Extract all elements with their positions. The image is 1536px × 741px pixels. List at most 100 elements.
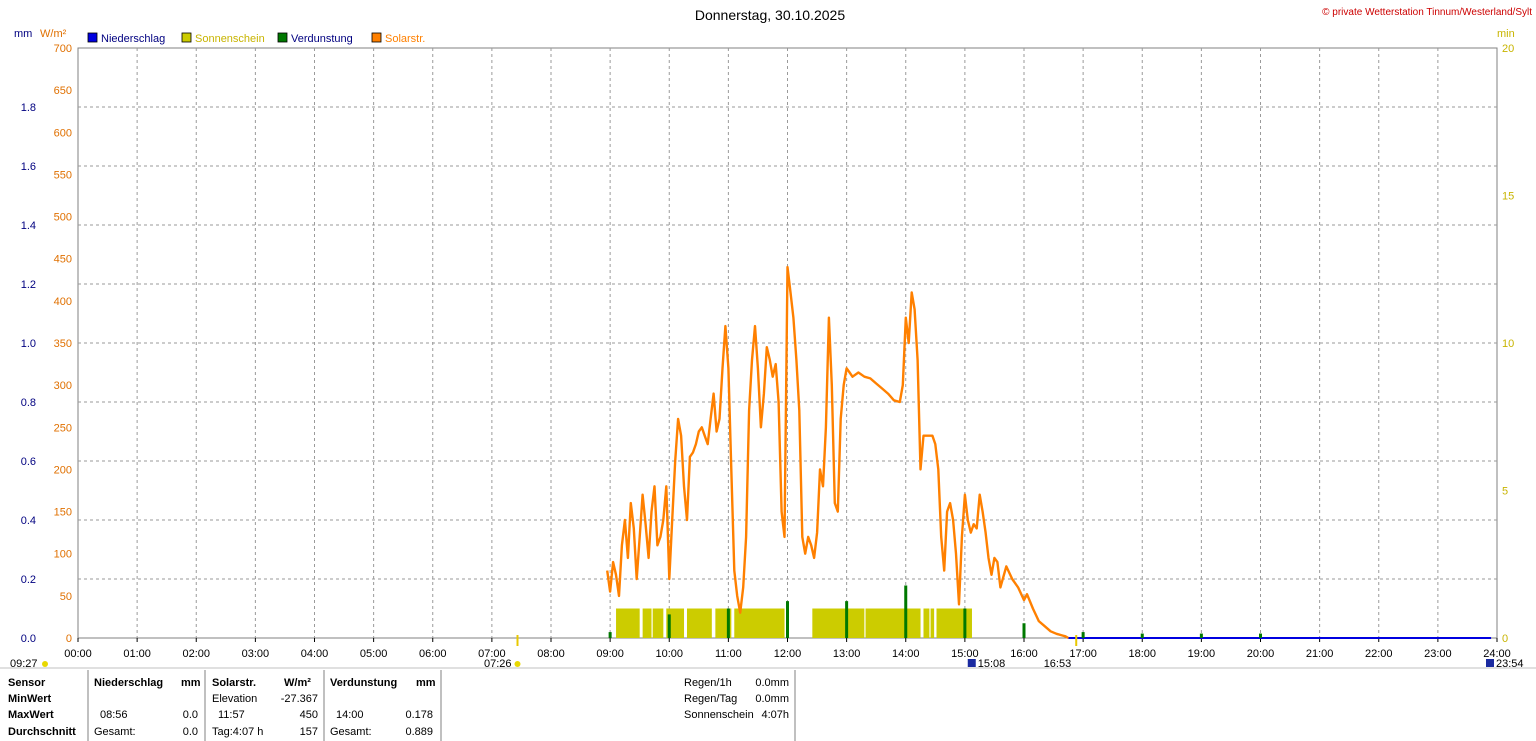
- evaporation-spike: [786, 601, 789, 638]
- sunshine-bar: [734, 608, 785, 638]
- footer-cell: 157: [300, 726, 318, 738]
- legend-swatch: [371, 32, 382, 43]
- x-tick-label: 16:00: [1010, 648, 1038, 660]
- y-tick-label-wm2: 300: [54, 380, 72, 392]
- max-marker-icon: [967, 659, 976, 667]
- y-tick-label-wm2: 150: [54, 507, 72, 519]
- max-time-label: 15:08: [978, 658, 1006, 670]
- x-tick-label: 12:00: [774, 648, 802, 660]
- footer-solar-header: Solarstr.: [212, 677, 256, 689]
- footer-cell: 0.0: [183, 709, 198, 721]
- marker-right-label: 23:54: [1496, 658, 1524, 670]
- sunshine-bar: [812, 608, 865, 638]
- y-tick-label-min: 10: [1502, 338, 1514, 350]
- x-tick-label: 03:00: [242, 648, 270, 660]
- unit-wm2-label: W/m²: [40, 28, 67, 40]
- axis-wm2: 0 50 100 150 200 250 300 350 400 450 500 550 600 650 7…: [54, 43, 72, 645]
- x-tick-label: 08:00: [537, 648, 565, 660]
- footer-cell: -27.367: [281, 693, 318, 705]
- legend-swatch: [181, 32, 192, 43]
- y-tick-label-wm2: 500: [54, 212, 72, 224]
- axis-min: 0 5 10 15 20: [1502, 43, 1514, 645]
- x-tick-label: 09:00: [596, 648, 624, 660]
- sunrise-label: 07:26: [484, 658, 512, 670]
- sunshine-bar: [616, 608, 640, 638]
- y-tick-label-wm2: 250: [54, 422, 72, 434]
- evaporation-spike: [1140, 633, 1144, 638]
- solar-series: [606, 265, 1069, 640]
- marker-left-label: 09:27: [10, 658, 38, 670]
- copyright-text: © private Wetterstation Tinnum/Westerlan…: [1322, 7, 1532, 18]
- x-tick-label: 20:00: [1247, 648, 1275, 660]
- axis-mm: 0.0 0.2 0.4 0.6 0.8 1.0 1.2 1.4 1.6 1.8: [21, 102, 36, 645]
- footer-cell: Tag:4:07 h: [212, 726, 263, 738]
- footer-cell: Gesamt:: [330, 726, 372, 738]
- evaporation-spike: [845, 601, 849, 638]
- sunshine-bar: [865, 608, 921, 638]
- footer-cell: Gesamt:: [94, 726, 136, 738]
- y-tick-label-wm2: 650: [54, 85, 72, 97]
- footer-row-label: Durchschnitt: [8, 726, 76, 738]
- x-tick-label: 10:00: [655, 648, 683, 660]
- x-tick-label: 17:00: [1069, 648, 1097, 660]
- evaporation-spike: [963, 608, 967, 638]
- x-tick-label: 13:00: [833, 648, 861, 660]
- y-tick-label-mm: 0.2: [21, 574, 36, 586]
- sunshine-bar: [923, 608, 930, 638]
- y-tick-label-wm2: 450: [54, 254, 72, 266]
- y-tick-label-wm2: 200: [54, 464, 72, 476]
- y-tick-label-mm: 1.8: [21, 102, 36, 114]
- x-tick-label: 01:00: [123, 648, 151, 660]
- y-tick-label-wm2: 600: [54, 127, 72, 139]
- y-tick-label-wm2: 400: [54, 296, 72, 308]
- sunrise-icon: [514, 661, 521, 667]
- x-tick-label: 14:00: [892, 648, 920, 660]
- x-axis: 00:00 01:00 02:00 03:00 04:00 05:00 06:00 07:00…: [64, 638, 1511, 660]
- y-tick-label-wm2: 50: [60, 591, 72, 603]
- footer-cell: 450: [300, 709, 318, 721]
- y-tick-label-min: 5: [1502, 486, 1508, 498]
- evaporation-spike: [608, 632, 612, 638]
- x-tick-label: 02:00: [182, 648, 210, 660]
- footer-row-label: MinWert: [8, 693, 52, 705]
- footer-row-label: MaxWert: [8, 709, 54, 721]
- y-tick-label-mm: 1.0: [21, 338, 36, 350]
- sunset-label: 16:53: [1044, 658, 1072, 670]
- x-tick-label: 19:00: [1188, 648, 1216, 660]
- x-tick-label: 22:00: [1365, 648, 1393, 660]
- evaporation-spike: [1199, 633, 1203, 638]
- evaporation-series: [608, 585, 1262, 638]
- x-tick-label: 07:00: [478, 648, 506, 660]
- y-tick-label-wm2: 350: [54, 338, 72, 350]
- x-tick-label: 18:00: [1128, 648, 1156, 660]
- sunshine-bar: [936, 608, 972, 638]
- y-tick-label-wm2: 100: [54, 549, 72, 561]
- footer-table: Sensor Niederschlag mm Solarstr. W/m² Ve…: [0, 667, 1536, 741]
- summary-label: Sonnenschein: [684, 709, 754, 721]
- x-tick-label: 11:00: [715, 648, 742, 660]
- y-tick-label-mm: 1.4: [21, 220, 36, 232]
- legend-label: Verdunstung: [291, 33, 353, 45]
- footer-cell: 0.889: [405, 726, 433, 738]
- footer-cell: 0.0: [183, 726, 198, 738]
- x-tick-label: 15:00: [951, 648, 979, 660]
- moon-icon: [42, 661, 48, 667]
- footer-cell: Elevation: [212, 693, 257, 705]
- y-tick-label-wm2: 550: [54, 169, 72, 181]
- x-tick-label: 21:00: [1306, 648, 1334, 660]
- evaporation-spike: [667, 614, 671, 638]
- evaporation-spike: [1259, 633, 1262, 638]
- footer-mm2-header: mm: [416, 677, 436, 689]
- x-tick-label: 24:00: [1483, 648, 1511, 660]
- sunshine-bar: [642, 608, 652, 638]
- footer-mm1-header: mm: [181, 677, 201, 689]
- unit-mm-label: mm: [14, 28, 32, 40]
- footer-cell: 11:57: [218, 709, 245, 721]
- footer-niederschlag-header: Niederschlag: [94, 677, 163, 689]
- legend-label: Niederschlag: [101, 33, 165, 45]
- summary-value: 0.0mm: [755, 677, 789, 689]
- sunshine-bar: [930, 608, 935, 638]
- legend-swatch: [87, 32, 98, 43]
- y-tick-label-min: 0: [1502, 633, 1508, 645]
